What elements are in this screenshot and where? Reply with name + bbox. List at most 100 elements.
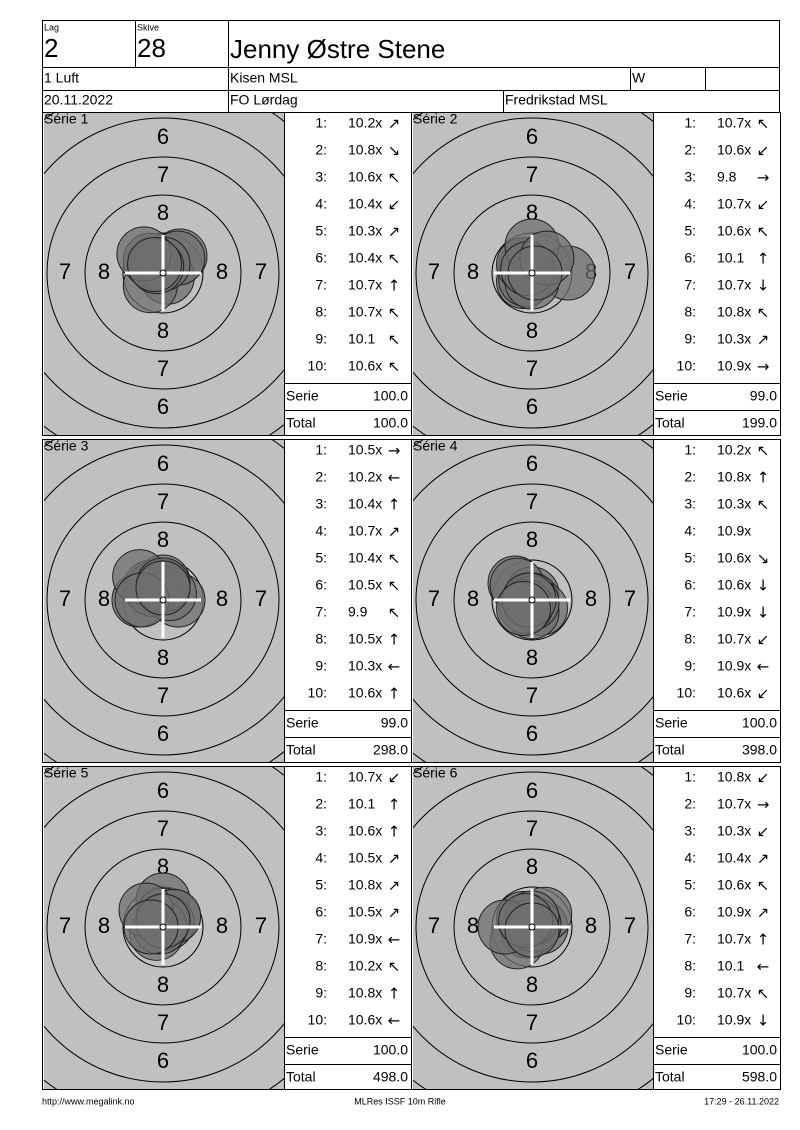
shot-score: 10.1 bbox=[717, 958, 744, 974]
ring bbox=[84, 194, 242, 352]
shot-direction: ↑ bbox=[757, 250, 770, 268]
shot-number: 1: bbox=[315, 115, 327, 131]
shot-number: 2: bbox=[315, 142, 327, 158]
ring-label: 8 bbox=[157, 854, 169, 879]
shot-score: 10.6x bbox=[717, 142, 751, 158]
ring-label: 6 bbox=[157, 778, 169, 803]
shot-number: 3: bbox=[684, 496, 696, 512]
shot-direction: ← bbox=[757, 958, 770, 976]
shot-number: 5: bbox=[315, 223, 327, 239]
shot-number: 8: bbox=[315, 631, 327, 647]
ring-label: 8 bbox=[526, 854, 538, 879]
shot-direction: ↓ bbox=[757, 1012, 770, 1030]
skive: 28 bbox=[137, 33, 166, 63]
center-dot bbox=[528, 269, 536, 277]
shot-score: 10.6x bbox=[717, 577, 751, 593]
serie-label: Serie bbox=[655, 388, 688, 404]
shot-score: 10.6x bbox=[717, 685, 751, 701]
ring-label: 7 bbox=[526, 683, 538, 708]
ring-label: 7 bbox=[157, 356, 169, 381]
ring bbox=[491, 559, 573, 641]
ring-label: 7 bbox=[59, 259, 71, 284]
total-label: Total bbox=[286, 742, 316, 758]
shot-direction: ↑ bbox=[388, 985, 401, 1003]
shot-direction: ↓ bbox=[757, 604, 770, 622]
shot-score: 10.7x bbox=[717, 196, 751, 212]
ring bbox=[44, 771, 284, 1083]
shot-score: 10.4x bbox=[348, 496, 382, 512]
shot-direction: ↗ bbox=[757, 850, 770, 868]
shot-direction: ↓ bbox=[757, 277, 770, 295]
shot-number: 1: bbox=[684, 442, 696, 458]
shot-number: 6: bbox=[315, 250, 327, 266]
shot-number: 6: bbox=[315, 904, 327, 920]
serie-title: Série 1 bbox=[44, 111, 89, 127]
ring-label: 7 bbox=[526, 162, 538, 187]
shot-score: 9.9 bbox=[348, 604, 368, 620]
shot-direction: ↖ bbox=[388, 358, 401, 376]
shot-number: 1: bbox=[684, 769, 696, 785]
ring-label: 8 bbox=[467, 259, 479, 284]
shot-direction: ↖ bbox=[388, 250, 401, 268]
label: Lag bbox=[44, 22, 59, 32]
ring-label: 6 bbox=[157, 451, 169, 476]
serie-sum: 99.0 bbox=[750, 388, 777, 404]
shot-score: 10.8x bbox=[348, 985, 382, 1001]
serie-sum: 100.0 bbox=[742, 715, 777, 731]
total-label: Total bbox=[655, 1069, 685, 1085]
serie-title: Série 5 bbox=[44, 765, 89, 781]
shot-score: 10.7x bbox=[717, 631, 751, 647]
serie-sum: 99.0 bbox=[381, 715, 408, 731]
center-dot bbox=[159, 269, 167, 277]
ring bbox=[44, 117, 284, 429]
shot-number: 8: bbox=[684, 631, 696, 647]
ring-label: 8 bbox=[157, 972, 169, 997]
cell-border bbox=[705, 67, 780, 91]
ring-label: 8 bbox=[526, 645, 538, 670]
ring-label: 7 bbox=[59, 913, 71, 938]
shot-score: 10.3x bbox=[717, 823, 751, 839]
shot-number: 2: bbox=[684, 469, 696, 485]
shot-score: 10.9x bbox=[717, 1012, 751, 1028]
ring-label: 7 bbox=[255, 259, 267, 284]
serie-label: Serie bbox=[655, 1042, 688, 1058]
shot-score: 10.1 bbox=[717, 250, 744, 266]
shot-direction: ↑ bbox=[388, 685, 401, 703]
ring bbox=[46, 483, 280, 717]
shot-number: 7: bbox=[315, 931, 327, 947]
shot-number: 5: bbox=[315, 877, 327, 893]
ring-label: 8 bbox=[526, 200, 538, 225]
total-sum: 598.0 bbox=[742, 1069, 777, 1085]
ring bbox=[413, 117, 653, 429]
shot-number: 9: bbox=[315, 658, 327, 674]
shot-number: 6: bbox=[684, 577, 696, 593]
shot-number: 3: bbox=[315, 823, 327, 839]
shot-score: 10.8x bbox=[348, 142, 382, 158]
shot-direction: ↙ bbox=[757, 631, 770, 649]
shot-direction: ↖ bbox=[388, 604, 401, 622]
serie-sum: 100.0 bbox=[373, 1042, 408, 1058]
total-sum: 199.0 bbox=[742, 415, 777, 431]
center-dot bbox=[159, 923, 167, 931]
gender: W bbox=[632, 70, 646, 86]
shot-score: 10.7x bbox=[717, 277, 751, 293]
shot-score: 10.5x bbox=[348, 850, 382, 866]
ring bbox=[413, 771, 653, 1083]
shot-score: 10.3x bbox=[348, 658, 382, 674]
shot-direction: ↗ bbox=[388, 904, 401, 922]
shot-score: 10.5x bbox=[348, 904, 382, 920]
shot-score: 10.4x bbox=[348, 550, 382, 566]
ring-label: 8 bbox=[157, 200, 169, 225]
ring-label: 7 bbox=[526, 356, 538, 381]
cell-border bbox=[653, 439, 781, 763]
club: Kisen MSL bbox=[230, 70, 298, 86]
shot-score: 10.6x bbox=[717, 550, 751, 566]
shot-score: 10.7x bbox=[717, 985, 751, 1001]
shot-direction: ↙ bbox=[757, 685, 770, 703]
ring-label: 8 bbox=[526, 527, 538, 552]
shot-score: 10.6x bbox=[717, 877, 751, 893]
shot-score: 10.6x bbox=[348, 1012, 382, 1028]
ring bbox=[453, 194, 611, 352]
shot-score: 10.1 bbox=[348, 331, 375, 347]
